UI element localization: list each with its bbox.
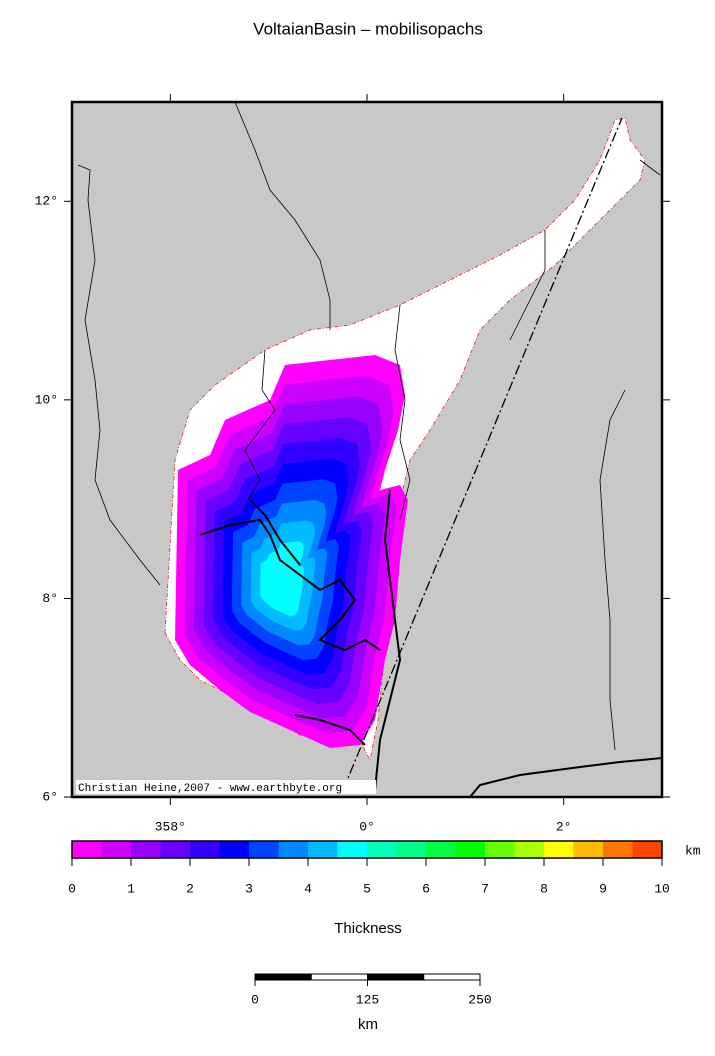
lat-tick-label: 12° [35,194,58,209]
colorbar-tick-label: 7 [481,881,489,896]
colorbar-swatch [396,841,427,858]
lat-tick-label: 6° [42,789,58,804]
rivers [199,489,663,798]
colorbar-tick-label: 3 [245,881,253,896]
borders [77,101,661,751]
colorbar-tick-label: 2 [186,881,194,896]
colorbar-swatch [544,841,574,858]
colorbar-swatch [337,841,368,858]
colorbar-tick-label: 5 [363,881,371,896]
scalebar-segment [310,973,368,981]
colorbar-swatch [249,841,279,858]
colorbar-tick-label: 0 [68,881,76,896]
credit-box [76,780,376,794]
colorbar-tick-label: 8 [540,881,548,896]
colorbar-tick-label: 9 [599,881,607,896]
scalebar-segment [254,973,312,981]
colorbar-swatch [219,841,250,858]
scalebar-tick-label: 250 [468,992,491,1007]
colorbar-swatch [573,841,604,858]
colorbar-swatch [514,841,545,858]
colorbar-swatch [190,841,220,858]
colorbar-label: Thickness [334,920,402,937]
map-area: Christian Heine,2007 - www.earthbyte.org [70,100,664,799]
cross-section-line [342,117,623,791]
lat-tick-label: 10° [35,392,58,407]
colorbar-swatch [455,841,486,858]
colorbar-tick-label: 4 [304,881,312,896]
colorbar-tick-label: 10 [654,881,670,896]
lon-tick-label: 0° [359,819,375,834]
colorbar-swatch [308,841,338,858]
colorbar-swatch [367,841,397,858]
thickness-layers [175,355,408,748]
colorbar-swatch [485,841,515,858]
colorbar-swatch [426,841,456,858]
lon-tick-label: 358° [155,819,186,834]
colorbar-tick-label: 6 [422,881,430,896]
colorbar-swatch [632,841,663,858]
scalebar-tick-label: 0 [251,992,259,1007]
scalebar-segment [423,973,481,981]
colorbar-swatch [603,841,633,858]
scalebar-tick-label: 125 [356,992,379,1007]
scalebar-segment [367,973,425,981]
colorbar-swatch [131,841,161,858]
colorbar-swatch [160,841,191,858]
scalebar-unit: km [358,1016,378,1033]
title: VoltaianBasin – mobilisopachs [253,19,483,38]
colorbar-swatch [101,841,132,858]
colorbar-swatch [278,841,309,858]
colorbar-tick-label: 1 [127,881,135,896]
colorbar-swatch [72,841,102,858]
credit: Christian Heine,2007 - www.earthbyte.org [78,783,342,795]
thickness-layer [260,541,305,616]
lon-tick-label: 2° [556,819,572,834]
colorbar-unit: km [685,843,701,858]
lat-tick-label: 8° [42,591,58,606]
